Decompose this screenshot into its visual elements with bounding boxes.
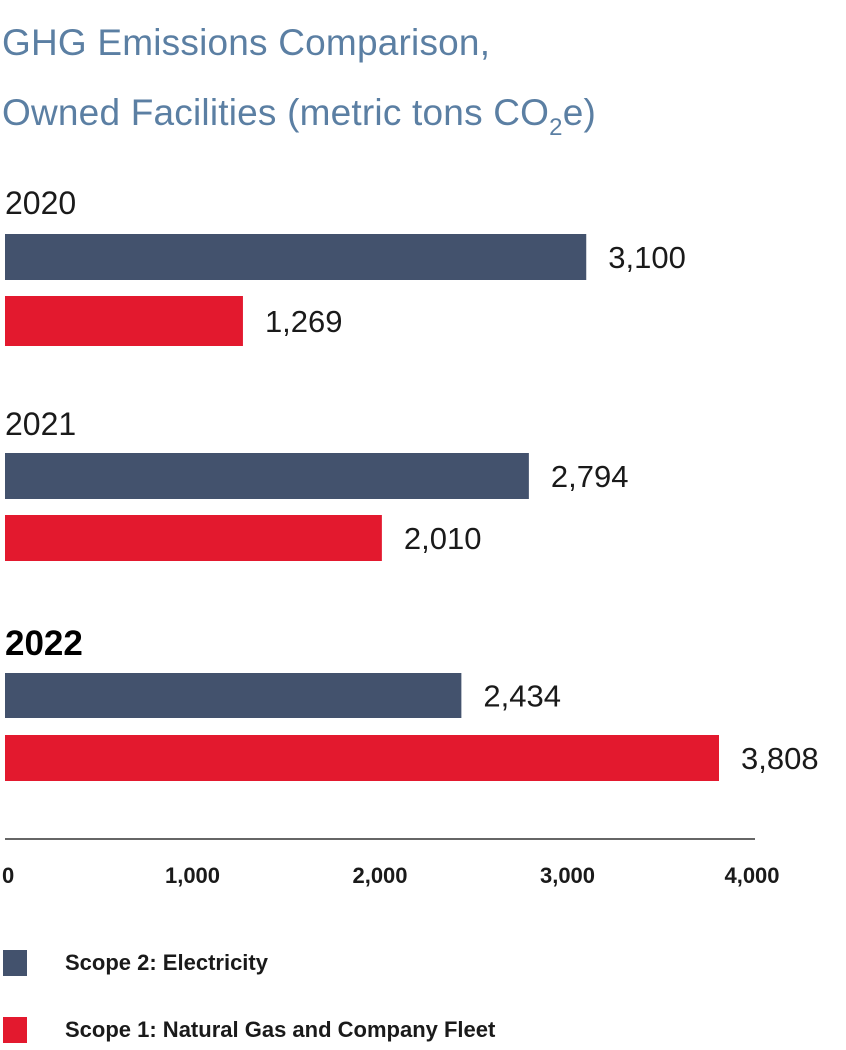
data-label-scope1-2020: 1,269 [265, 304, 343, 339]
category-label-2021: 2021 [5, 406, 76, 442]
category-label-2020: 2020 [5, 185, 76, 221]
bar-scope2-2022 [5, 673, 462, 718]
chart-title-subscript: 2 [549, 114, 563, 141]
category-label-2022: 2022 [5, 624, 83, 663]
bar-chart: 2020 3,100 1,269 2021 2,794 2,010 2022 2,434 3,8… [2, 185, 819, 888]
legend-label-scope2: Scope 2: Electricity [65, 950, 268, 975]
data-label-scope1-2022: 3,808 [741, 741, 819, 776]
x-tick-label-3000: 3,000 [540, 863, 595, 888]
chart-title: GHG Emissions Comparison, Owned Faciliti… [2, 8, 596, 153]
legend-item-scope1: Scope 1: Natural Gas and Company Fleet [3, 1015, 495, 1045]
data-label-scope2-2022: 2,434 [483, 679, 561, 714]
chart-title-line1: GHG Emissions Comparison, [2, 22, 491, 63]
bar-scope2-2020 [5, 234, 587, 280]
x-tick-label-0: 0 [2, 863, 14, 888]
data-label-scope1-2021: 2,010 [404, 521, 482, 556]
legend-item-scope2: Scope 2: Electricity [3, 948, 268, 978]
x-tick-label-2000: 2,000 [352, 863, 407, 888]
legend-label-scope1: Scope 1: Natural Gas and Company Fleet [65, 1017, 496, 1042]
legend-swatch-scope2 [3, 950, 27, 976]
chart-title-line2: Owned Facilities (metric tons CO [2, 92, 550, 133]
data-label-scope2-2020: 3,100 [608, 240, 686, 275]
bar-scope2-2021 [5, 453, 529, 499]
chart-title-line2-end: e) [562, 92, 597, 133]
x-tick-label-4000: 4,000 [724, 863, 779, 888]
bar-scope1-2022 [5, 735, 719, 781]
data-label-scope2-2021: 2,794 [551, 459, 629, 494]
bar-scope1-2021 [5, 515, 382, 561]
bar-scope1-2020 [5, 296, 243, 346]
x-tick-label-1000: 1,000 [165, 863, 220, 888]
legend-swatch-scope1 [3, 1017, 27, 1043]
